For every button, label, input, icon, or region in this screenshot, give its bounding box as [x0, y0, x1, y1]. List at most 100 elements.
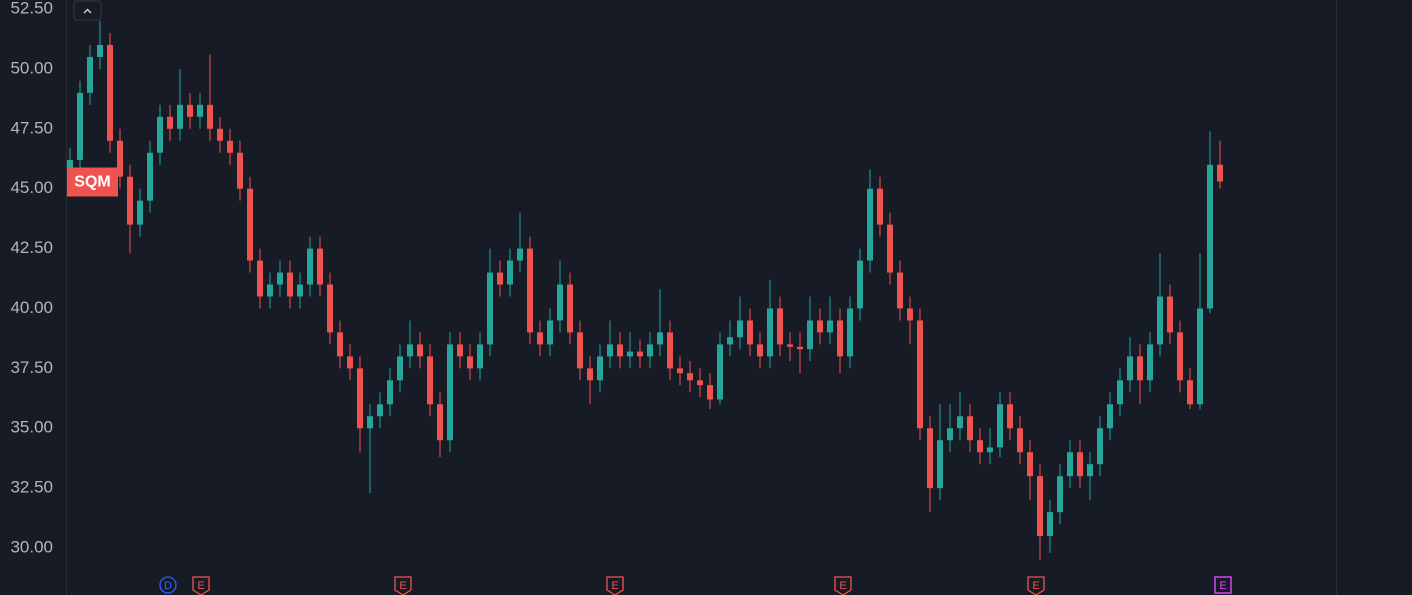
candle [767, 279, 773, 369]
event-label[interactable]: D [164, 580, 172, 592]
candle [1127, 337, 1133, 393]
candle [977, 428, 983, 465]
candle-body [567, 284, 573, 333]
candle-body [357, 368, 363, 429]
candle [287, 260, 293, 309]
event-label[interactable]: E [839, 580, 846, 592]
candle [437, 392, 443, 458]
candle-body [537, 332, 543, 345]
candle-body [787, 344, 793, 347]
collapse-button[interactable] [73, 0, 102, 21]
candle [957, 392, 963, 441]
candle-body [77, 92, 83, 160]
candle [77, 80, 83, 172]
event-badge[interactable] [394, 576, 412, 595]
candle-body [267, 284, 273, 297]
candle-body [297, 284, 303, 297]
candle-body [207, 104, 213, 129]
candle-body [967, 416, 973, 441]
candle [227, 128, 233, 165]
candle [1187, 368, 1193, 410]
candle [557, 260, 563, 333]
candle-body [457, 344, 463, 357]
candle-body [947, 428, 953, 441]
candle [347, 344, 353, 381]
event-label[interactable]: E [611, 580, 618, 592]
candle [197, 92, 203, 129]
candle-body [647, 344, 653, 357]
candle [1077, 440, 1083, 489]
candle [637, 339, 643, 369]
candle-body [997, 404, 1003, 448]
candle-body [607, 344, 613, 357]
candle-body [87, 56, 93, 93]
event-badge[interactable] [834, 576, 852, 595]
candle [387, 368, 393, 417]
candle [797, 332, 803, 374]
event-badge[interactable] [1027, 576, 1045, 595]
candle-body [1087, 464, 1093, 477]
candle [497, 260, 503, 297]
candle-body [1097, 428, 1103, 465]
candle [727, 320, 733, 357]
candle-body [1217, 164, 1223, 182]
candle-body [107, 44, 113, 141]
candle [1137, 344, 1143, 405]
candle [817, 308, 823, 345]
candle [487, 248, 493, 357]
event-marker[interactable]: E [192, 576, 210, 595]
candle [147, 140, 153, 213]
event-label[interactable]: E [1032, 580, 1039, 592]
candle [937, 404, 943, 501]
candle [267, 272, 273, 309]
candle [847, 296, 853, 369]
collapse-button-frame[interactable] [73, 0, 102, 21]
candle-body [447, 344, 453, 441]
candle [1097, 416, 1103, 477]
candle [1177, 320, 1183, 393]
event-marker[interactable]: E [834, 576, 852, 595]
y-tick-label: 42.50 [10, 238, 53, 257]
candle-body [117, 140, 123, 177]
candle-body [747, 320, 753, 345]
candle-body [187, 104, 193, 117]
y-tick-label: 37.50 [10, 358, 53, 377]
candle-body [97, 44, 103, 57]
candle-body [717, 344, 723, 400]
candle-body [807, 320, 813, 350]
event-marker[interactable]: D [159, 576, 177, 594]
candle-body [217, 128, 223, 141]
candle [307, 236, 313, 297]
event-badge[interactable] [606, 576, 624, 595]
candle-body [497, 272, 503, 285]
candle [187, 92, 193, 129]
event-label[interactable]: E [399, 580, 406, 592]
candle [1147, 332, 1153, 393]
candle [207, 54, 213, 141]
candle-body [847, 308, 853, 357]
candle-body [1037, 476, 1043, 537]
candle-body [797, 346, 803, 350]
event-marker[interactable]: E [394, 576, 412, 595]
candle-body [907, 308, 913, 321]
event-badge[interactable] [159, 576, 177, 594]
candle-body [1057, 476, 1063, 513]
event-label[interactable]: E [1219, 580, 1226, 592]
candle-body [427, 356, 433, 405]
candle [597, 344, 603, 393]
candle [427, 344, 433, 417]
collapse-icon[interactable] [83, 8, 92, 14]
event-marker[interactable]: E [1214, 576, 1232, 594]
candle [947, 404, 953, 453]
event-marker[interactable]: E [1027, 576, 1045, 595]
candle-body [597, 356, 603, 381]
event-badge[interactable] [192, 576, 210, 595]
candle-body [887, 224, 893, 273]
event-label[interactable]: E [197, 580, 204, 592]
candle [907, 296, 913, 345]
candle-body [637, 351, 643, 357]
candle-body [507, 260, 513, 285]
candle [457, 332, 463, 369]
event-marker[interactable]: E [606, 576, 624, 595]
event-badge[interactable] [1214, 576, 1232, 594]
